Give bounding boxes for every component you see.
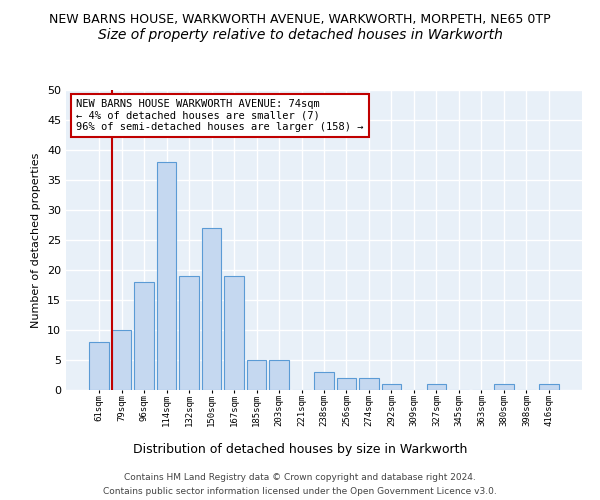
Y-axis label: Number of detached properties: Number of detached properties <box>31 152 41 328</box>
Text: NEW BARNS HOUSE WARKWORTH AVENUE: 74sqm
← 4% of detached houses are smaller (7)
: NEW BARNS HOUSE WARKWORTH AVENUE: 74sqm … <box>76 99 364 132</box>
Bar <box>157 162 176 390</box>
Bar <box>382 384 401 390</box>
Bar <box>202 228 221 390</box>
Text: Contains public sector information licensed under the Open Government Licence v3: Contains public sector information licen… <box>103 488 497 496</box>
Bar <box>359 378 379 390</box>
Bar <box>179 276 199 390</box>
Bar <box>314 372 334 390</box>
Text: Contains HM Land Registry data © Crown copyright and database right 2024.: Contains HM Land Registry data © Crown c… <box>124 472 476 482</box>
Bar <box>224 276 244 390</box>
Bar <box>494 384 514 390</box>
Text: Size of property relative to detached houses in Warkworth: Size of property relative to detached ho… <box>98 28 502 42</box>
Text: NEW BARNS HOUSE, WARKWORTH AVENUE, WARKWORTH, MORPETH, NE65 0TP: NEW BARNS HOUSE, WARKWORTH AVENUE, WARKW… <box>49 12 551 26</box>
Bar <box>112 330 131 390</box>
Bar <box>539 384 559 390</box>
Bar <box>134 282 154 390</box>
Bar <box>247 360 266 390</box>
Bar <box>337 378 356 390</box>
Bar <box>427 384 446 390</box>
Bar <box>269 360 289 390</box>
Text: Distribution of detached houses by size in Warkworth: Distribution of detached houses by size … <box>133 442 467 456</box>
Bar <box>89 342 109 390</box>
